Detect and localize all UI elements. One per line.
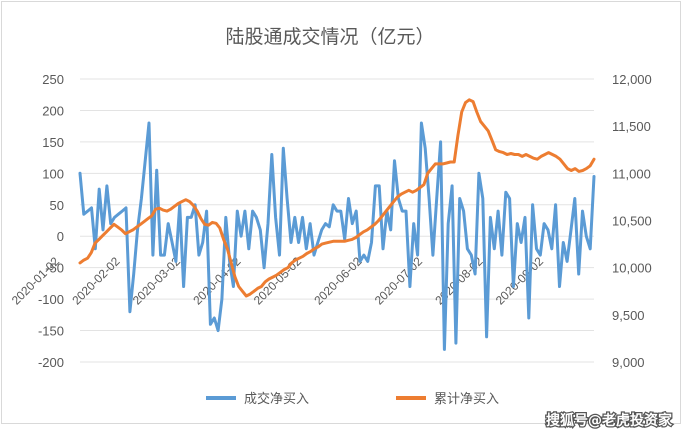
y-right-tick-label: 12,000 <box>612 72 652 87</box>
y-left-tick-label: 100 <box>42 166 64 181</box>
y-right-tick-label: 9,500 <box>612 308 645 323</box>
y-right-tick-label: 10,500 <box>612 214 652 229</box>
chart-title: 陆股通成交情况（亿元） <box>225 26 434 48</box>
y-right-tick-label: 11,000 <box>612 166 651 181</box>
y-right-tick-label: 10,000 <box>612 261 652 276</box>
y-left-tick-label: -100 <box>38 292 64 307</box>
y-right-tick-label: 11,500 <box>612 119 651 134</box>
gridlines <box>80 78 594 363</box>
y-left-tick-label: 250 <box>42 72 64 87</box>
y-left-tick-label: 50 <box>50 198 64 213</box>
series-group <box>78 98 596 351</box>
y-axis-right: 12,000 11,500 11,000 10,500 10,000 9,500 9,000 <box>612 72 652 370</box>
y-left-tick-label: -150 <box>38 324 64 339</box>
y-left-tick-label: 200 <box>42 103 64 118</box>
y-left-tick-label: 150 <box>42 135 64 150</box>
series-line-2 <box>78 98 596 298</box>
y-axis-left: 250 200 150 100 50 0 -50 -100 -150 -200 <box>38 72 64 370</box>
y-left-tick-label: -50 <box>45 261 64 276</box>
legend: 成交净买入 累计净买入 <box>206 391 499 407</box>
y-left-tick-label: -200 <box>38 355 64 370</box>
legend-label-2: 累计净买入 <box>434 392 499 407</box>
watermark-text: 搜狐号@老虎投资家 <box>546 412 673 429</box>
y-left-tick-label: 0 <box>57 229 64 244</box>
legend-label-1: 成交净买入 <box>244 391 309 407</box>
series-line-1 <box>78 121 596 351</box>
y-right-tick-label: 9,000 <box>612 355 645 370</box>
